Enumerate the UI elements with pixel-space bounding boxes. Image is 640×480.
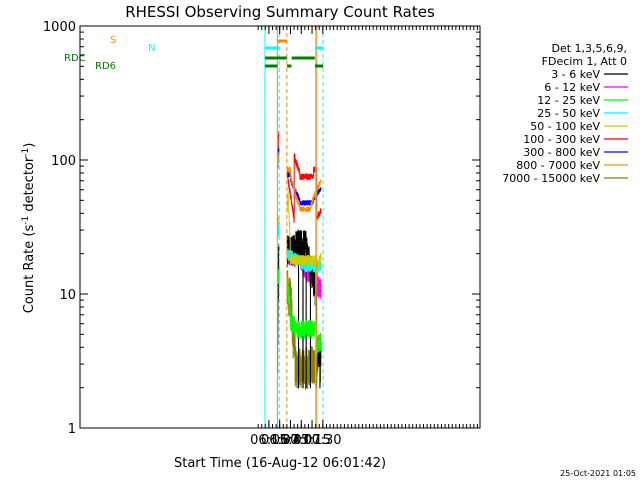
n-flag-label: N <box>148 43 155 54</box>
legend-entry-label: 6 - 12 keV <box>544 81 600 94</box>
rd6-flag-label: RD6 <box>95 61 116 72</box>
chart-title: RHESSI Observing Summary Count Rates <box>125 3 435 21</box>
legend: Det 1,3,5,6,9,FDecim 1, Att 03 - 6 keV6 … <box>502 42 628 185</box>
legend-entry-label: 7000 - 15000 keV <box>502 172 600 185</box>
y-axis-label-main: Count Rate (s <box>22 225 37 314</box>
y-tick-label-1: 10 <box>59 288 76 303</box>
y-axis-label-mid: detector <box>22 156 37 216</box>
rdc-flag-label: RDC <box>64 53 86 64</box>
y-axis-label-sup1: -1 <box>21 216 31 225</box>
legend-entry-label: 50 - 100 keV <box>530 120 600 133</box>
timestamp-label: 25-Oct-2021 01:05 <box>560 469 636 478</box>
y-axis-label-end: ) <box>22 143 37 148</box>
x-axis-label: Start Time (16-Aug-12 06:01:42) <box>174 456 386 471</box>
legend-entry-label: 3 - 6 keV <box>551 68 600 81</box>
flag-layer: S N RDC RD6 <box>64 26 324 428</box>
y-axis-label-sup2: -1 <box>21 148 31 157</box>
legend-entry-label: 25 - 50 keV <box>537 107 600 120</box>
y-tick-label-3: 1000 <box>43 20 76 35</box>
x-tick-label-5: 07:30 <box>304 433 341 448</box>
y-tick-label-2: 100 <box>51 154 76 169</box>
legend-entry-label: 100 - 300 keV <box>523 133 600 146</box>
x-tick-label-2: 06:45 <box>272 433 309 448</box>
y-tick-label-0: 1 <box>68 422 76 437</box>
s-flag-label: S <box>110 35 116 46</box>
legend-header-line: FDecim 1, Att 0 <box>542 55 627 68</box>
legend-entry-label: 12 - 25 keV <box>537 94 600 107</box>
y-axis-label: Count Rate (s-1 detector-1) <box>21 143 37 314</box>
legend-entry-label: 300 - 800 keV <box>523 146 600 159</box>
x-tick-label-0: 06:15 <box>250 433 287 448</box>
legend-header-line: Det 1,3,5,6,9, <box>551 42 627 55</box>
x-tick-label-4: 07:15 <box>293 433 330 448</box>
legend-entry-label: 800 - 7000 keV <box>516 159 600 172</box>
x-tick-label-3: 07:00 <box>283 433 320 448</box>
x-tick-label-1: 06:30 <box>261 433 298 448</box>
